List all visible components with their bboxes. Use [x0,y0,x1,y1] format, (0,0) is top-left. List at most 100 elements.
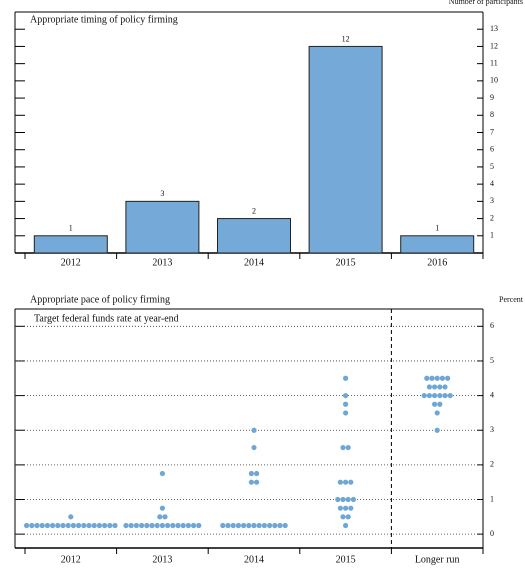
participant-dot [230,522,236,529]
participant-dot [432,401,438,407]
x-tick-label: 2012 [61,554,81,565]
participant-dot [154,522,160,529]
participant-dot [159,505,165,511]
participant-dot [60,522,66,529]
participant-dot [439,375,445,381]
participant-dot [340,444,346,451]
y-tick-label: 5 [490,356,494,365]
x-tick-label: 2013 [152,554,172,565]
participant-dot [144,522,150,529]
participant-dot [34,522,40,529]
participant-dot [340,496,346,503]
participant-dot [267,522,273,529]
participant-dot [348,505,354,511]
participant-dot [434,410,440,416]
participant-dot [447,392,453,399]
participant-dot [251,444,257,451]
y-tick-label: 7 [490,127,494,136]
participant-dot [248,470,254,477]
y-tick-label: 5 [490,162,494,171]
participant-dot [343,505,349,511]
y-tick-label: 10 [490,76,498,85]
participant-dot [424,375,430,381]
bar-value-label: 1 [69,224,73,233]
participant-dot [246,522,252,529]
participant-dot [434,375,440,381]
participant-dot [220,522,226,529]
y-axis-label: Percent [499,295,524,304]
participant-dot [337,479,343,485]
y-tick-label: 3 [490,196,494,205]
participant-dot [180,522,186,529]
participant-dot [426,392,432,399]
y-tick-label: 13 [490,24,498,33]
y-tick-label: 0 [490,529,494,538]
participant-dot [337,505,343,511]
participant-dot [24,522,30,529]
participant-dot [282,522,288,529]
participant-dot [96,522,102,529]
participant-dot [343,375,349,381]
participant-dot [50,522,56,529]
chart-title: Appropriate pace of policy firming [30,294,170,305]
participant-dot [437,401,443,407]
participant-dot [277,522,283,529]
y-axis-label: Number of participants [449,0,523,6]
participant-dot [170,522,176,529]
participant-dot [343,401,349,407]
bar [33,235,108,254]
y-tick-label: 6 [490,145,494,154]
participant-dot [133,522,139,529]
participant-dot [235,522,241,529]
y-tick-label: 1 [490,494,494,503]
participant-dot [191,522,197,529]
y-tick-label: 11 [490,58,498,67]
x-tick-label: 2013 [152,257,172,268]
participant-dot [76,522,82,529]
x-tick-label: 2014 [244,554,264,565]
participant-dot [139,522,145,529]
participant-dot [107,522,113,529]
participant-dot [44,522,51,529]
x-tick-label: 2016 [427,257,447,268]
chart-subtitle: Target federal funds rate at year-end [34,313,179,324]
participant-dot [434,427,440,433]
x-tick-label: 2014 [244,257,264,268]
y-tick-label: 4 [490,390,494,399]
participant-dot [254,479,260,485]
participant-dot [442,384,448,390]
bar-value-label: 2 [252,206,256,215]
participant-dot [159,470,165,477]
participant-dot [348,479,354,485]
x-tick-label: Longer run [415,554,460,565]
y-tick-label: 9 [490,93,494,102]
y-tick-label: 2 [490,460,494,469]
participant-dot [70,522,76,529]
participant-dot [149,522,155,529]
y-tick-label: 3 [490,425,494,434]
participant-dot [29,522,35,529]
participant-dot [225,522,231,529]
participant-dot [432,384,438,390]
bar [125,200,200,254]
participant-dot [442,392,448,399]
participant-dot [343,410,349,416]
participant-dot [91,522,97,529]
x-tick-label: 2012 [61,257,81,268]
participant-dot [345,496,351,503]
chart-title: Appropriate timing of policy firming [30,14,178,25]
bar [308,45,383,254]
bar [400,235,475,254]
y-tick-label: 2 [490,213,494,222]
participant-dot [343,479,349,485]
participant-dot [350,496,356,503]
participant-dot [251,427,257,433]
participant-dot [112,522,118,529]
participant-dot [437,392,443,399]
participant-dot [175,522,181,529]
participant-dot [445,375,451,381]
participant-dot [157,514,163,520]
participant-dot [39,522,45,529]
participant-dot [421,392,427,399]
participant-dot [81,522,87,529]
